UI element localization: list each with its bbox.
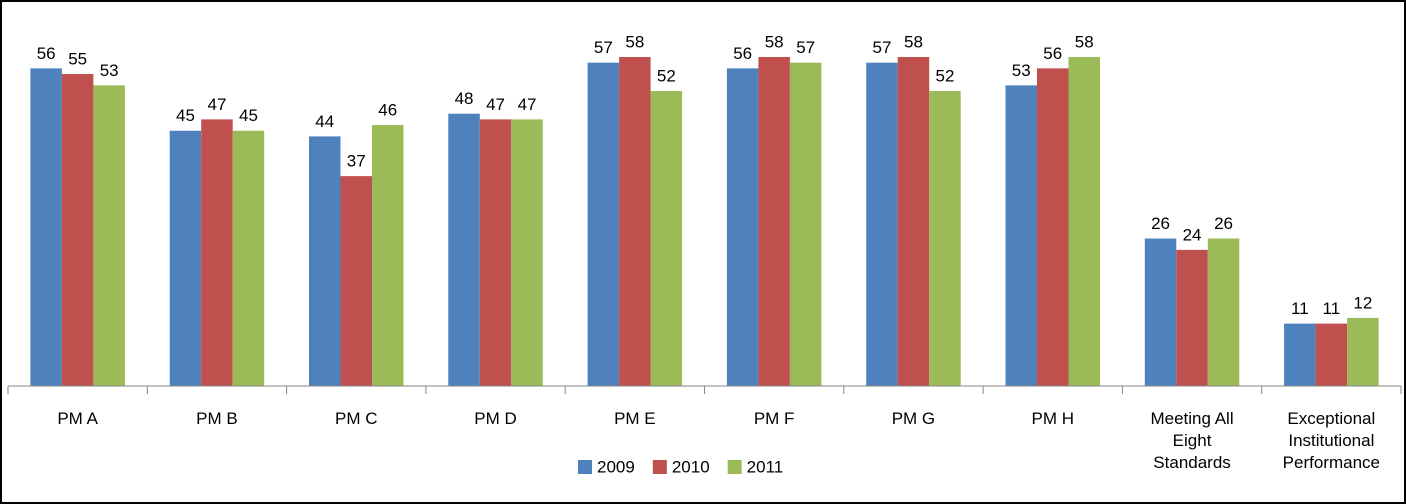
data-label: 26 (1214, 214, 1233, 233)
data-label: 55 (68, 50, 87, 69)
data-label: 58 (765, 32, 784, 51)
data-label: 56 (733, 44, 752, 63)
x-tick-label: Meeting All Eight Standards (1150, 409, 1234, 472)
bar (232, 130, 265, 386)
bar (61, 74, 94, 386)
bar (30, 68, 62, 387)
data-label: 45 (239, 106, 258, 125)
bar (789, 62, 822, 386)
x-tick-label: PM D (474, 409, 517, 428)
x-tick-label: PM F (753, 409, 795, 428)
bar (758, 57, 790, 386)
bar (1284, 323, 1316, 386)
data-label: 57 (796, 38, 815, 57)
data-label: 56 (37, 44, 56, 63)
bar (1068, 57, 1100, 386)
legend-label: 2011 (747, 457, 784, 476)
bar (201, 119, 233, 387)
x-tick-label: PM A (57, 409, 98, 428)
bar (1005, 85, 1037, 387)
bar (309, 136, 341, 386)
data-label: 47 (518, 95, 537, 114)
data-label: 46 (378, 101, 397, 120)
data-label: 58 (904, 32, 923, 51)
bar (587, 62, 620, 386)
bar (448, 113, 480, 387)
data-label: 44 (315, 112, 334, 131)
x-tick-label: PM G (891, 409, 936, 428)
data-label: 11 (1291, 299, 1309, 318)
legend-label: 2009 (597, 457, 635, 476)
bar (1037, 68, 1069, 387)
bar (866, 62, 898, 386)
x-tick-label: Exceptional Institutional Performance (1282, 409, 1380, 472)
data-label: 12 (1353, 293, 1372, 312)
data-label: 52 (657, 67, 676, 86)
legend-swatch (727, 460, 742, 474)
data-label: 47 (207, 95, 226, 114)
legend-swatch (578, 460, 592, 474)
legend-swatch (652, 460, 667, 474)
bar (1176, 249, 1208, 386)
data-label: 53 (100, 61, 119, 80)
data-label: 58 (1075, 32, 1094, 51)
bar (1347, 317, 1379, 386)
bar (169, 130, 202, 386)
data-label: 48 (455, 89, 474, 108)
data-label: 45 (176, 106, 195, 125)
data-label: 37 (347, 152, 366, 171)
bar (340, 176, 372, 386)
data-label: 57 (594, 38, 613, 57)
data-label: 58 (625, 32, 644, 51)
data-label: 53 (1012, 61, 1031, 80)
bar (93, 85, 125, 387)
bar (479, 119, 512, 387)
x-tick-label: PM B (196, 409, 238, 428)
bar (619, 57, 651, 386)
legend-label: 2010 (672, 457, 710, 476)
bar (726, 68, 759, 387)
bar (929, 91, 961, 386)
data-label: 57 (872, 38, 891, 57)
x-tick-label: PM C (335, 409, 378, 428)
data-label: 56 (1043, 44, 1062, 63)
x-tick-label: PM H (1031, 409, 1075, 428)
data-label: 24 (1183, 225, 1202, 244)
bar (1207, 238, 1240, 386)
bar (511, 119, 543, 387)
bar (897, 57, 930, 386)
x-tick-label: PM E (614, 409, 656, 428)
data-label: 11 (1323, 299, 1341, 318)
data-label: 52 (935, 67, 954, 86)
data-label: 47 (486, 95, 505, 114)
data-label: 26 (1151, 214, 1170, 233)
bar (1315, 323, 1348, 386)
bar (650, 91, 683, 386)
bar (372, 125, 404, 386)
bar (1144, 238, 1177, 386)
